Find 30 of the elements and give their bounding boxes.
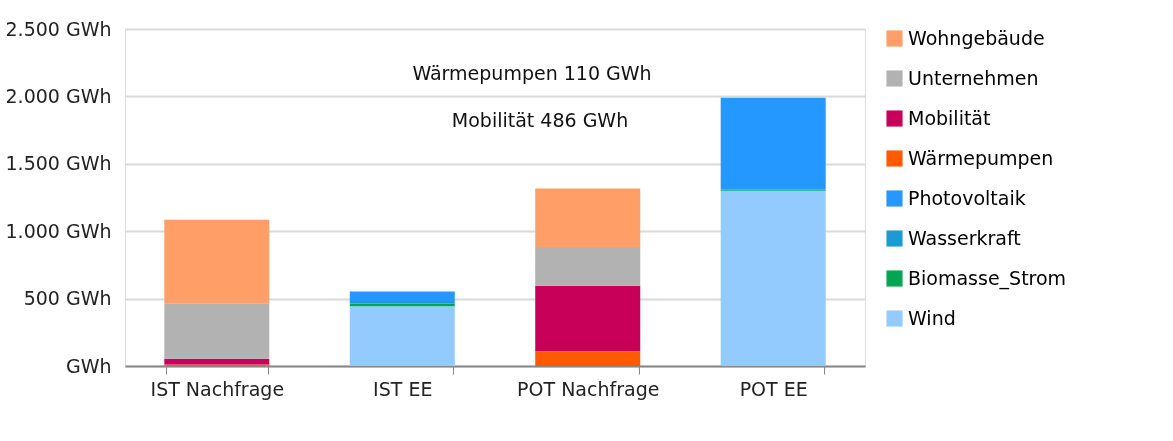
annotation: Wärmepumpen 110 GWh (412, 62, 652, 84)
y-tick-label: 500 GWh (23, 287, 112, 310)
legend-label: Unternehmen (908, 66, 1039, 89)
x-tick-label: POT Nachfrage (517, 377, 660, 400)
annotation: Mobilität 486 GWh (451, 109, 629, 131)
legend-label: Wasserkraft (908, 226, 1021, 249)
y-tick-label: 2.000 GWh (5, 84, 112, 107)
bar (164, 219, 270, 304)
legend-label: Wind (908, 306, 956, 329)
y-tick-label: GWh (65, 354, 112, 377)
x-tick-label: POT EE (739, 377, 808, 400)
bar (535, 351, 641, 366)
y-tick-label: 1.000 GWh (5, 219, 112, 242)
bar (535, 285, 641, 352)
bar (164, 303, 270, 359)
legend-label: Photovoltaik (908, 186, 1026, 209)
legend-label: Wärmepumpen (908, 146, 1054, 169)
y-tick-label: 1.500 GWh (5, 152, 112, 175)
bar (349, 306, 455, 366)
y-tick-label: 2.500 GWh (5, 17, 112, 40)
bar (720, 191, 826, 366)
x-tick-label: IST EE (373, 377, 433, 400)
legend-label: Biomasse_Strom (908, 266, 1067, 290)
legend-label: Wohngebäude (908, 26, 1045, 49)
bar (349, 291, 455, 301)
bar (535, 188, 641, 248)
legend-label: Mobilität (908, 106, 991, 129)
bar (535, 247, 641, 286)
bar (720, 97, 826, 190)
x-tick-label: IST Nachfrage (150, 377, 285, 400)
